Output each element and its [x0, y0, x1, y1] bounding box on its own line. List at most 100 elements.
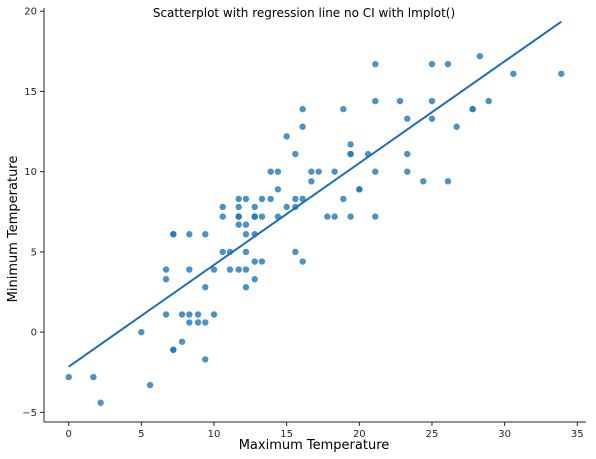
scatter-point-41	[242, 266, 250, 273]
x-tick-label-20: 20	[353, 429, 366, 440]
scatter-point-3	[138, 328, 145, 336]
scatter-point-39	[242, 231, 250, 238]
scatter-point-36	[235, 266, 242, 273]
scatter-point-11	[170, 346, 177, 353]
chart-title: Scatterplot with regression line no CI w…	[153, 6, 455, 20]
scatter-point-35	[235, 221, 242, 228]
scatter-point-20	[202, 231, 209, 238]
scatter-point-40	[242, 248, 250, 256]
scatter-point-101	[510, 70, 517, 77]
scatter-point-7	[162, 311, 170, 318]
y-axis-label: Minimum Temperature	[6, 156, 21, 303]
scatter-point-75	[347, 141, 354, 148]
scatter-point-5	[162, 266, 170, 273]
scatter-point-42	[242, 284, 250, 291]
scatter-point-24	[210, 266, 218, 273]
scatter-point-19	[194, 319, 202, 326]
scatter-point-99	[476, 52, 484, 60]
scatter-point-1	[90, 373, 97, 381]
scatter-point-13	[178, 338, 186, 345]
scatter-point-80	[356, 186, 363, 193]
scatter-point-27	[219, 213, 226, 220]
x-tick-label-25: 25	[426, 429, 439, 440]
scatter-point-48	[251, 275, 258, 283]
x-tick-label-0: 0	[66, 429, 72, 440]
scatter-point-25	[210, 311, 218, 318]
scatter-point-62	[292, 248, 299, 256]
scatter-point-82	[372, 60, 379, 68]
scatter-point-60	[292, 195, 299, 203]
scatter-point-58	[283, 203, 290, 211]
scatter-point-38	[242, 221, 250, 228]
scatter-point-23	[202, 356, 209, 363]
scatter-point-21	[202, 284, 209, 291]
scatter-point-26	[219, 203, 226, 211]
scatter-point-17	[186, 319, 193, 326]
y-tick-label-15: 15	[24, 87, 37, 98]
scatter-point-90	[420, 178, 427, 185]
scatter-point-63	[299, 105, 306, 113]
y-tick-label-0: 0	[31, 328, 37, 339]
x-tick-label-15: 15	[280, 429, 293, 440]
scatter-point-53	[267, 195, 274, 203]
x-tick-label-35: 35	[571, 429, 584, 440]
scatter-point-54	[274, 168, 282, 175]
scatter-point-77	[347, 150, 354, 158]
scatter-point-50	[258, 213, 266, 220]
scatter-point-67	[308, 168, 315, 175]
scatter-point-66	[299, 258, 306, 265]
y-tick-label-20: 20	[24, 7, 37, 18]
scatter-point-57	[283, 133, 290, 140]
scatter-point-47	[251, 258, 258, 265]
axes: 0 5 10 15 20 25 30 35 −5 0 5 10 15 20	[22, 7, 586, 440]
scatter-point-88	[404, 150, 411, 158]
scatter-point-51	[258, 258, 266, 265]
regression-line	[68, 20, 562, 368]
scatter-point-95	[444, 178, 452, 185]
scatter-point-32	[235, 203, 242, 211]
scatter-point-71	[331, 168, 338, 175]
scatter-point-73	[340, 105, 347, 113]
scatter-point-16	[186, 311, 193, 318]
y-tick-label-5: 5	[31, 247, 37, 258]
scatter-point-68	[308, 178, 315, 185]
scatter-point-72	[331, 213, 338, 220]
scatter-point-102	[558, 70, 565, 77]
scatter-point-31	[235, 195, 242, 203]
scatter-point-78	[347, 213, 354, 220]
scatter-point-0	[65, 373, 72, 381]
scatter-point-9	[170, 231, 177, 238]
scatter-point-83	[372, 97, 379, 105]
scatter-point-89	[404, 168, 411, 175]
scatter-point-55	[274, 186, 282, 193]
x-tick-label-30: 30	[498, 429, 511, 440]
scatter-point-4	[146, 381, 154, 389]
scatter-point-49	[258, 195, 266, 203]
scatter-point-98	[469, 105, 476, 113]
x-axis-label: Maximum Temperature	[239, 438, 390, 453]
scatter-point-74	[340, 195, 347, 203]
scatter-point-14	[186, 231, 193, 238]
scatter-point-91	[428, 60, 436, 68]
scatter-point-94	[444, 60, 452, 68]
scatter-point-18	[194, 311, 202, 318]
scatter-point-34	[235, 213, 242, 220]
scatter-point-59	[292, 150, 299, 158]
scatter-point-96	[453, 123, 460, 130]
scatter-point-52	[267, 168, 274, 175]
scatter-point-22	[202, 319, 209, 326]
scatter-point-93	[428, 115, 436, 122]
scatter-point-30	[226, 266, 234, 273]
scatter-point-37	[242, 195, 250, 203]
scatter-point-86	[396, 97, 404, 105]
scatter-point-92	[428, 97, 436, 105]
scatter-point-84	[372, 168, 379, 175]
scatter-point-45	[251, 213, 258, 220]
scatter-point-2	[97, 399, 104, 406]
y-tick-label--5: −5	[22, 408, 37, 419]
scatter-point-87	[404, 115, 411, 122]
scatter-point-100	[485, 97, 492, 105]
scatter-point-64	[299, 123, 306, 130]
